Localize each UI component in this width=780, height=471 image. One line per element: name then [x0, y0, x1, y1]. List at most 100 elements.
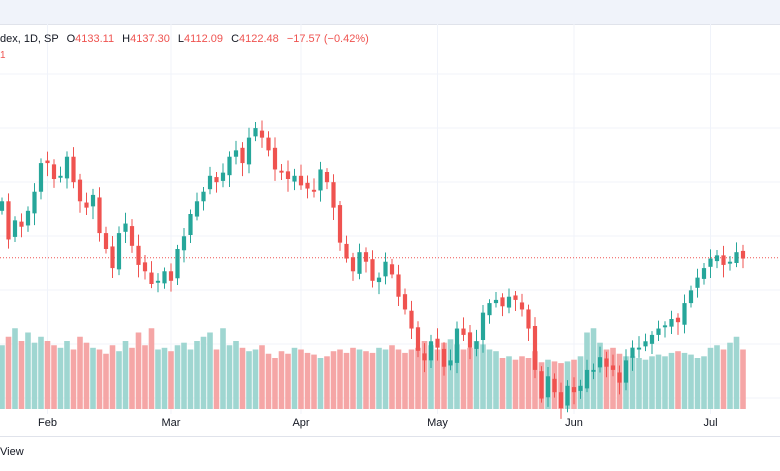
x-tick-label: May	[427, 417, 448, 429]
volume-bar	[291, 347, 298, 409]
candle-body	[292, 175, 297, 182]
candle-body	[727, 261, 733, 264]
volume-bar	[415, 347, 421, 409]
volume-bar	[473, 341, 480, 409]
candle-body	[357, 252, 362, 274]
volume-bar	[285, 353, 291, 409]
x-axis: FebMarAprMayJunJulAug	[38, 417, 718, 429]
volume-bar	[740, 349, 746, 409]
volume-bar	[70, 349, 77, 409]
candle-body	[279, 170, 284, 173]
candle-body	[253, 128, 258, 137]
candle-body	[77, 179, 83, 202]
candle-body	[350, 257, 356, 272]
volume-bar	[454, 344, 460, 409]
candle-body	[19, 221, 24, 227]
candle-body	[415, 327, 421, 351]
candle-body	[149, 272, 154, 284]
volume-bar	[629, 356, 636, 409]
volume-bar	[480, 344, 486, 409]
candle-body	[526, 309, 531, 329]
volume-bar	[148, 328, 155, 409]
volume-bar	[603, 349, 610, 409]
volume-bar	[688, 354, 694, 409]
candle-body	[565, 385, 570, 406]
volume-bar	[428, 345, 434, 409]
candle-body	[220, 172, 226, 181]
volume-bar	[194, 341, 200, 409]
volume-bar	[181, 342, 187, 409]
volume-bar	[12, 328, 18, 409]
candle-body	[246, 137, 252, 165]
volume-bar	[77, 336, 83, 409]
volume-bar	[369, 352, 376, 409]
volume-bar	[681, 352, 688, 409]
volume-bar	[376, 347, 382, 409]
view-link[interactable]: View	[0, 446, 24, 458]
x-tick-label: Apr	[292, 417, 309, 429]
volume-bar	[220, 328, 226, 409]
candle-body	[12, 220, 18, 237]
volume-bar	[207, 332, 213, 409]
candle-body	[272, 147, 278, 170]
candle-body	[552, 378, 557, 393]
candle-body	[454, 328, 460, 363]
candle-body	[545, 376, 551, 398]
candle-body	[656, 328, 661, 335]
candle-body	[175, 249, 180, 279]
candle-body	[71, 156, 76, 183]
candle-body	[116, 233, 122, 270]
volume-bar	[25, 332, 31, 409]
candle-body	[136, 245, 141, 265]
volume-bar	[90, 347, 96, 409]
close-label: C	[231, 33, 240, 45]
candle-body	[201, 191, 206, 202]
candle-body	[0, 201, 5, 211]
volume-bar	[363, 351, 369, 409]
volume-bar	[337, 349, 343, 409]
volume-bar	[226, 345, 233, 409]
volume-bar	[324, 356, 330, 409]
candle-body	[636, 347, 642, 350]
volume-bar	[31, 342, 38, 409]
volume-bar	[38, 336, 44, 409]
volume-bar	[330, 351, 337, 409]
volume-bar	[122, 341, 129, 409]
candle-body	[474, 341, 479, 349]
volume-bar	[395, 349, 402, 409]
volume-bar	[0, 345, 5, 409]
high-label: H	[122, 33, 131, 45]
candle-body	[402, 294, 408, 310]
volume-bar	[460, 349, 467, 409]
volume-bar	[506, 356, 512, 409]
candle-body	[45, 160, 50, 164]
candle-body	[539, 371, 544, 399]
candle-body	[617, 372, 622, 383]
volume-bar	[64, 341, 70, 409]
candle-body	[623, 360, 629, 383]
candle-body	[155, 280, 161, 283]
change-value: −17.57 (−0.42%)	[286, 33, 369, 45]
volume-bar	[44, 341, 51, 409]
volume-bar	[636, 358, 642, 409]
legend-sub-value: 1	[0, 50, 6, 61]
candle-body	[188, 214, 193, 235]
volume-bar	[304, 352, 311, 409]
candle-body	[467, 332, 473, 348]
volume-bar	[486, 349, 493, 409]
volume-bar	[174, 345, 181, 409]
volume-bar	[402, 352, 408, 409]
candle-body	[721, 255, 726, 265]
candle-body	[441, 348, 447, 367]
volume-bar	[408, 349, 415, 409]
volume-bar	[499, 358, 506, 409]
candle-body	[84, 202, 89, 208]
candlestick-chart[interactable]: FebMarAprMayJunJulAug	[0, 24, 780, 436]
volume-bar	[434, 349, 441, 409]
volume-bar	[246, 351, 252, 409]
candle-body	[610, 365, 616, 370]
volume-bar	[512, 359, 519, 409]
volume-bar	[317, 358, 324, 409]
volume-bar	[278, 351, 285, 409]
bottom-bar	[0, 436, 780, 471]
